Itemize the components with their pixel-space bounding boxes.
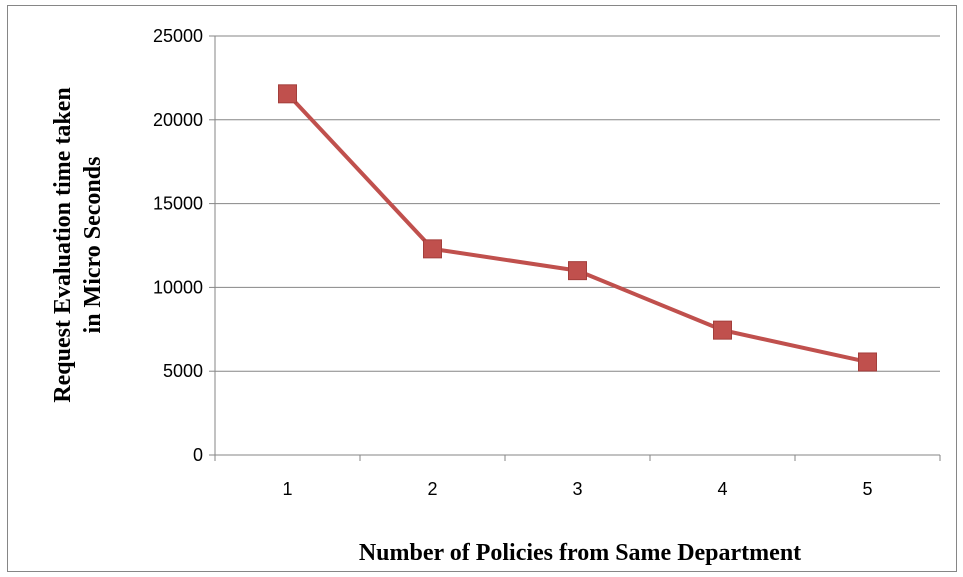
data-point-marker: [713, 320, 732, 340]
x-tick-label: 2: [427, 479, 437, 499]
y-tick-label: 10000: [153, 277, 203, 297]
y-tick-label: 25000: [153, 26, 203, 46]
chart-frame: [7, 5, 957, 572]
y-axis-title-line2: in Micro Seconds: [80, 157, 106, 334]
y-tick-label: 15000: [153, 194, 203, 214]
data-point-marker: [858, 352, 877, 372]
series-line: [286, 92, 868, 364]
axis-layer: [209, 35, 941, 461]
data-point-marker: [423, 239, 442, 259]
x-tick-label: 1: [282, 479, 292, 499]
data-point-marker: [568, 261, 587, 281]
y-axis-title-line1: Request Evaluation time taken: [50, 87, 76, 402]
x-tick-label: 3: [572, 479, 582, 499]
grid-layer: [215, 35, 940, 372]
y-tick-label: 0: [193, 445, 203, 465]
label-layer: 0 5000 10000 15000 20000 25000 1 2 3 4 5: [153, 26, 873, 499]
y-tick-label: 20000: [153, 110, 203, 130]
x-tick-label: 5: [862, 479, 872, 499]
x-tick-label: 4: [717, 479, 727, 499]
x-axis-title: Number of Policies from Same Department: [359, 540, 801, 566]
y-tick-label: 5000: [163, 361, 203, 381]
series-layer: [278, 84, 877, 372]
data-point-marker: [278, 84, 297, 104]
